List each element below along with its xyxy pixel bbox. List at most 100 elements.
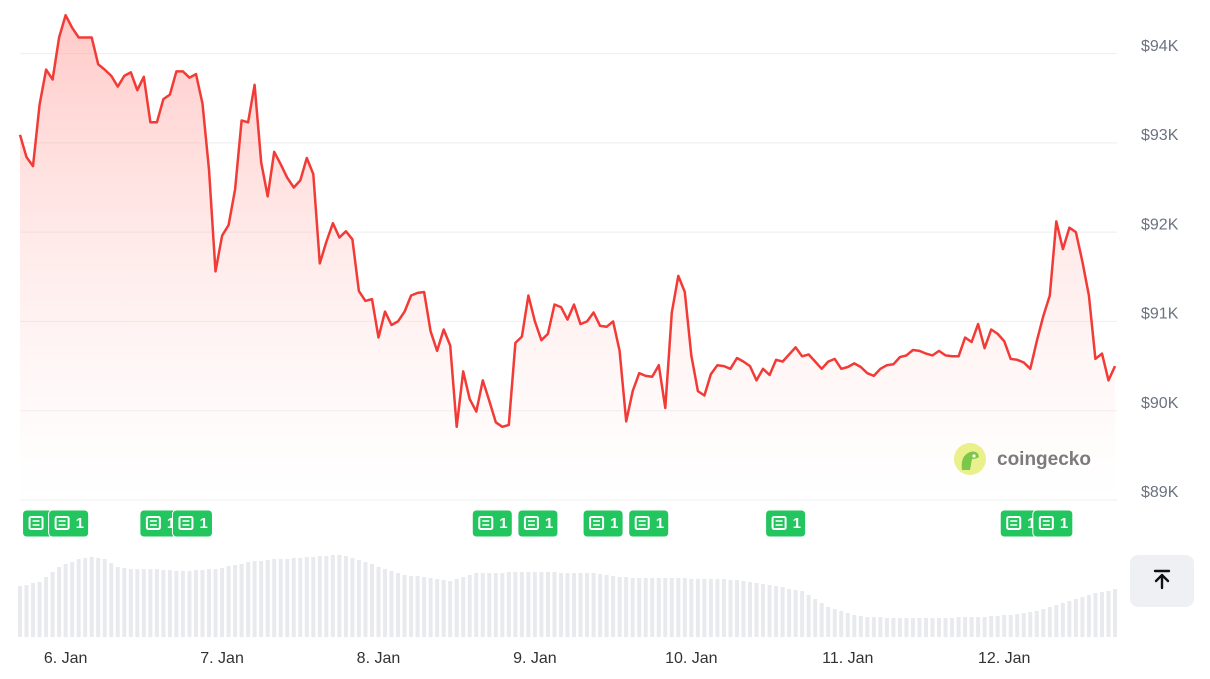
badge-icon [478,516,494,530]
volume-bar [787,589,792,637]
x-tick-label: 9. Jan [513,650,557,667]
volume-bar [976,617,981,637]
arrow-up-icon[interactable] [1153,569,1171,590]
volume-bar [878,617,883,637]
volume-bar [213,569,218,637]
volume-bar [806,595,811,637]
volume-bar [285,559,290,637]
volume-bar [643,578,648,637]
volume-bar [969,617,974,637]
volume-bar [343,556,348,637]
volume-bar [917,618,922,637]
badge-icon [178,516,194,530]
volume-bar [422,577,427,637]
badge-icon-lines [638,520,646,526]
volume-bar [695,579,700,637]
badge-icon-lines [775,520,783,526]
volume-bar [989,616,994,637]
volume-bar [956,617,961,637]
news-count: 1 [499,515,507,532]
volume-bar [474,573,479,637]
volume-bar [154,569,159,637]
badge-icon-lines [527,520,535,526]
volume-bar [734,580,739,637]
volume-bar [31,583,36,637]
volume-bar [1093,593,1098,637]
volume-bar [220,568,225,637]
news-count: 1 [656,515,664,532]
volume-bar [656,578,661,637]
volume-bar [552,572,557,637]
volume-bar [624,577,629,637]
volume-bar [76,559,81,637]
volume-bar [148,569,153,637]
news-count: 1 [545,515,553,532]
volume-bar [813,599,818,637]
volume-bar [272,559,277,637]
volume-bar [630,578,635,637]
volume-bar [1034,611,1039,637]
volume-bar [910,618,915,637]
volume-bar [187,571,192,637]
volume-bar [826,607,831,637]
volume-bar [754,583,759,637]
volume-bar [1106,591,1111,637]
badge-icon-lines [1010,520,1018,526]
volume-bar [96,558,101,637]
volume-bar [604,575,609,637]
volume-bar [702,579,707,637]
volume-bar [741,581,746,637]
volume-bar [598,574,603,637]
volume-bar [226,566,231,637]
badge-icon [589,516,605,530]
price-line [18,13,1117,429]
volume-bar [115,567,120,637]
volume-bar [532,572,537,637]
volume-bar [50,572,55,637]
price-area [20,15,1115,500]
volume-bar [83,558,88,637]
scroll-top-button[interactable] [1130,555,1194,607]
volume-bar [1080,597,1085,637]
volume-bar [369,564,374,637]
volume-bar [578,573,583,637]
news-badge: 1 [517,509,559,538]
volume-bar [689,579,694,637]
badge-icon [145,516,161,530]
volume-bar [963,617,968,637]
volume-bar [180,571,185,637]
volume-bar [708,579,713,637]
volume-bar [193,570,198,637]
y-tick-label: $90K [1141,395,1179,412]
badge-icon [54,516,70,530]
volume-bar [207,569,212,637]
badge-icon-lines [1042,520,1050,526]
volume-bar [102,559,107,637]
volume-bar [793,590,798,637]
volume-bar [1047,607,1052,637]
volume-bar [715,579,720,637]
volume-bar [1041,609,1046,637]
volume-bar [1067,601,1072,637]
volume-bar [865,617,870,637]
volume-bar [832,609,837,637]
volume-bar [676,578,681,637]
watermark: coingecko [954,443,1091,475]
volume-bar [278,559,283,637]
badge-icon-lines [182,520,190,526]
volume-bar [819,603,824,637]
volume-bar [389,571,394,637]
news-count: 1 [167,515,175,532]
volume-bar [506,572,511,637]
volume-bar [800,591,805,637]
volume-bar [545,572,550,637]
volume-bar [467,575,472,637]
badge-icon [1006,516,1022,530]
volume-bar [493,573,498,637]
news-count: 1 [793,515,801,532]
news-markers: 11111111111 [22,509,1074,538]
volume-bar [239,564,244,637]
volume-bar [487,573,492,637]
volume-bar [937,618,942,637]
